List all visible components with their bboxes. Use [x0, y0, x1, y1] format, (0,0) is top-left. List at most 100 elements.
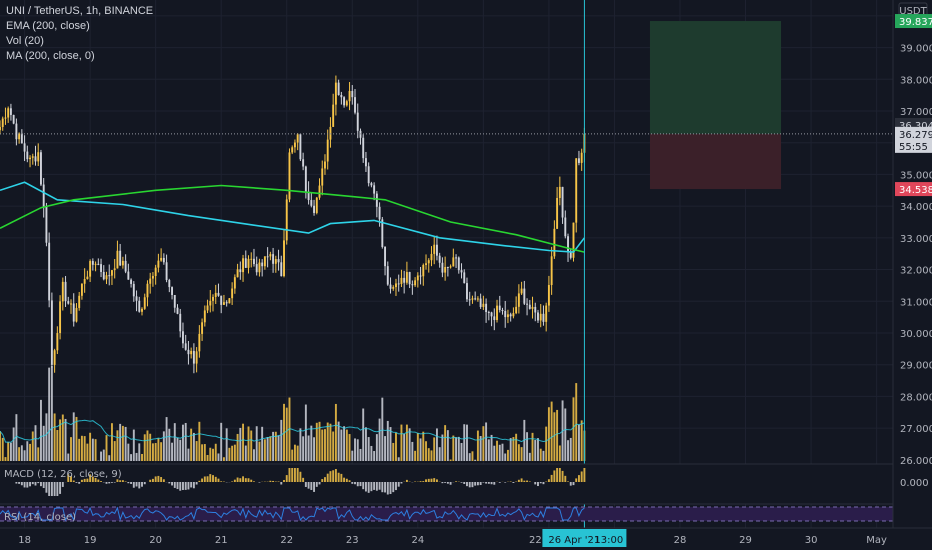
candle: [493, 316, 496, 321]
candle: [515, 306, 518, 314]
volume-bar: [29, 443, 31, 461]
candle: [362, 137, 365, 159]
volume-bar: [476, 430, 479, 461]
time-tick-label: 18: [18, 535, 31, 546]
volume-bar: [179, 439, 182, 461]
volume-bar: [400, 424, 403, 461]
macd-histogram-bar: [179, 482, 182, 491]
candle: [116, 250, 119, 269]
rsi-pane: [0, 503, 893, 522]
volume-bar: [430, 450, 433, 461]
candle: [1, 118, 4, 127]
candle: [91, 261, 94, 265]
macd-histogram-bar: [370, 482, 373, 492]
macd-histogram-bar: [157, 475, 160, 482]
macd-histogram-bar: [337, 472, 340, 482]
macd-histogram-bar: [479, 482, 482, 486]
volume-bar: [343, 426, 346, 461]
candle: [479, 298, 482, 307]
volume-bar: [425, 441, 427, 461]
macd-histogram-bar: [78, 482, 81, 484]
candle: [222, 302, 225, 305]
crosshair-time-label: 13:00: [594, 535, 623, 546]
macd-histogram-bar: [236, 477, 239, 482]
candle: [321, 168, 324, 186]
macd-histogram-bar: [130, 482, 133, 484]
volume-bar: [504, 453, 507, 461]
candle: [151, 276, 154, 279]
candle: [506, 314, 509, 318]
volume-bar: [556, 409, 559, 461]
candle: [15, 123, 18, 140]
candle: [119, 250, 122, 266]
volume-bar: [512, 437, 515, 461]
candle: [556, 197, 559, 229]
volume-bar: [293, 444, 296, 461]
volume-bar: [31, 431, 34, 461]
volume-bar: [534, 440, 537, 461]
volume-bar: [53, 413, 56, 461]
volume-bar: [86, 443, 89, 461]
volume-bar: [261, 426, 264, 461]
candle: [367, 166, 370, 184]
volume-bar: [72, 412, 75, 461]
macd-histogram-bar: [577, 475, 580, 482]
macd-histogram-bar: [356, 482, 359, 487]
volume-bar: [553, 412, 556, 461]
volume-bar: [61, 414, 64, 461]
macd-label[interactable]: MACD (12, 26, close, 9): [4, 469, 122, 480]
volume-bar: [515, 433, 518, 461]
candle: [258, 262, 261, 273]
candle: [187, 349, 190, 355]
candle: [580, 152, 583, 163]
legend-ema[interactable]: EMA (200, close): [6, 20, 90, 32]
macd-histogram-bar: [405, 479, 408, 482]
volume-bar: [9, 442, 12, 461]
rsi-label[interactable]: RSI (14, close): [4, 512, 77, 523]
macd-histogram-bar: [575, 478, 578, 482]
volume-bar: [487, 439, 490, 461]
macd-histogram-bar: [373, 482, 376, 490]
time-tick-label: 21: [215, 535, 228, 546]
candle: [113, 268, 116, 271]
volume-bar: [416, 432, 419, 461]
symbol-title[interactable]: UNI / TetherUS, 1h, BINANCE: [6, 5, 154, 17]
candle: [334, 82, 337, 105]
volume-bar: [414, 450, 417, 461]
volume-bar: [389, 427, 392, 461]
candle: [56, 333, 59, 351]
chart-legend: UNI / TetherUS, 1h, BINANCE EMA (200, cl…: [6, 4, 153, 64]
macd-histogram-bar: [558, 468, 561, 482]
macd-histogram-bar: [386, 482, 389, 495]
rsi-band: [0, 507, 893, 521]
candle: [348, 90, 351, 102]
volume-bar: [392, 442, 395, 461]
volume-bar: [310, 425, 313, 461]
candles[interactable]: [0, 75, 586, 374]
volume-bar: [23, 450, 26, 461]
macd-histogram-bar: [425, 479, 427, 482]
candle: [572, 222, 575, 258]
macd-histogram-bar: [113, 482, 116, 483]
volume-bar: [228, 447, 231, 461]
macd-histogram-bar: [343, 477, 346, 482]
candle: [220, 295, 223, 305]
volume-bar: [411, 441, 414, 461]
long-position-tool[interactable]: [649, 21, 782, 190]
candle: [261, 262, 264, 267]
currency-label: USDT: [899, 6, 927, 17]
volume-bar: [12, 427, 15, 461]
volume-bar: [56, 429, 59, 461]
candle: [343, 97, 346, 106]
candle: [40, 152, 42, 185]
volume-bar: [162, 431, 165, 461]
volume-bar: [20, 445, 23, 461]
legend-ma[interactable]: MA (200, close, 0): [6, 50, 95, 62]
volume-bar: [192, 432, 195, 461]
stop-zone: [649, 133, 782, 190]
macd-histogram-bar: [50, 482, 53, 496]
legend-volume[interactable]: Vol (20): [6, 35, 44, 47]
candle: [18, 133, 21, 140]
